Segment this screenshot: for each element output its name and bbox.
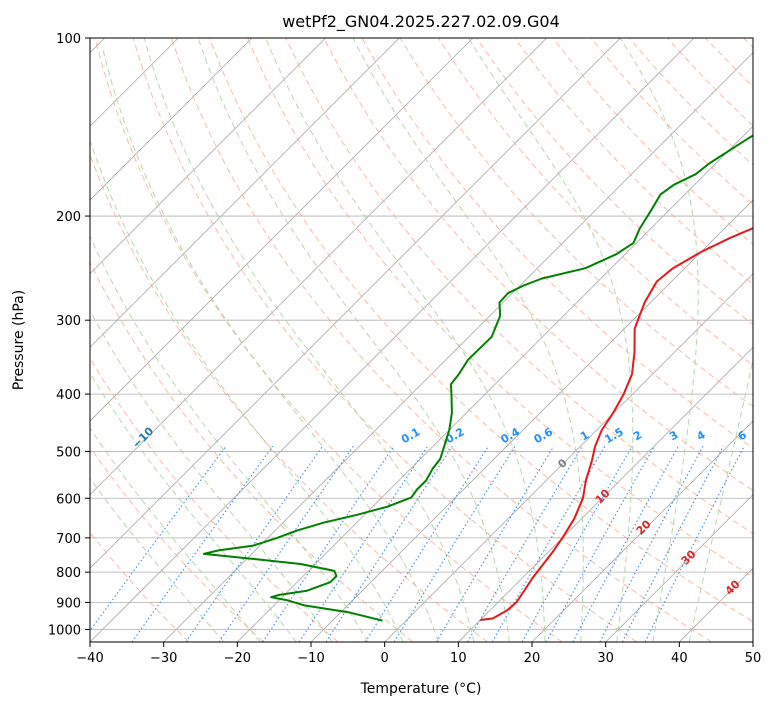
x-tick-label: −20	[224, 651, 251, 666]
x-tick-label: 50	[745, 651, 762, 666]
x-tick-label: 20	[524, 651, 541, 666]
y-axis-label: Pressure (hPa)	[11, 290, 27, 390]
y-tick-label: 1000	[48, 623, 81, 638]
x-axis-label: Temperature (°C)	[360, 681, 482, 697]
y-tick-label: 200	[56, 210, 81, 225]
chart-title: wetPf2_GN04.2025.227.02.09.G04	[282, 12, 560, 32]
x-tick-label: −40	[76, 651, 103, 666]
y-tick-label: 100	[56, 32, 81, 47]
y-tick-label: 300	[56, 314, 81, 329]
x-tick-label: 0	[381, 651, 389, 666]
y-tick-label: 600	[56, 492, 81, 507]
x-tick-label: 40	[671, 651, 688, 666]
x-tick-label: −30	[150, 651, 177, 666]
y-tick-label: 500	[56, 445, 81, 460]
x-tick-label: −10	[297, 651, 324, 666]
y-tick-label: 400	[56, 388, 81, 403]
y-tick-label: 700	[56, 532, 81, 547]
x-tick-label: 10	[450, 651, 467, 666]
y-tick-label: 800	[56, 566, 81, 581]
y-tick-label: 900	[56, 596, 81, 611]
x-tick-label: 30	[597, 651, 614, 666]
